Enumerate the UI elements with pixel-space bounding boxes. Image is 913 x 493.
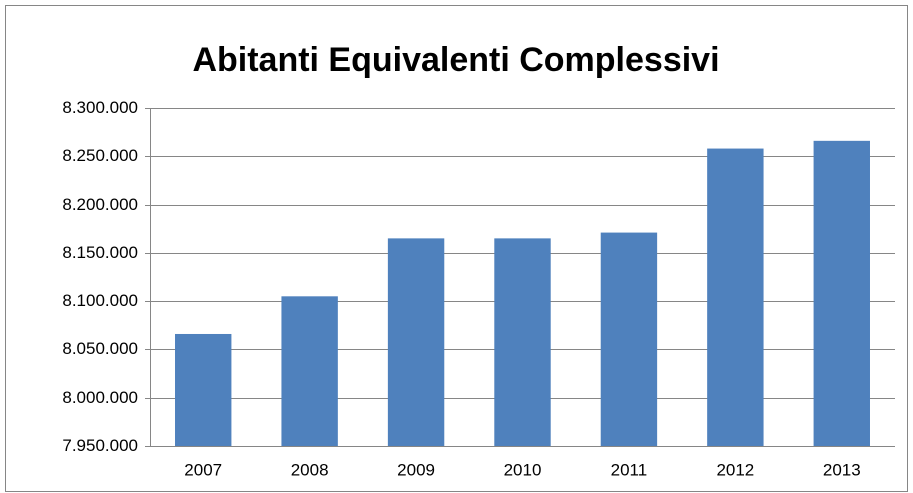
y-tick-label: 8.100.000: [62, 291, 138, 310]
x-tick-label: 2010: [504, 460, 542, 479]
x-tick-label: 2011: [611, 460, 648, 479]
y-tick-label: 8.200.000: [62, 195, 138, 214]
x-tick-label: 2007: [184, 460, 222, 479]
chart-title: Abitanti Equivalenti Complessivi: [192, 41, 719, 79]
bar: [175, 333, 232, 446]
bar: [281, 296, 338, 446]
bar: [600, 232, 658, 446]
x-tick-label: 2012: [716, 460, 754, 479]
bar: [387, 238, 445, 446]
x-tick-label: 2013: [823, 460, 861, 479]
y-tick-label: 8.300.000: [62, 98, 138, 117]
y-tick-label: 8.050.000: [62, 339, 138, 358]
bar: [813, 140, 870, 446]
x-tick-label: 2008: [291, 460, 329, 479]
bar: [707, 148, 764, 446]
y-tick-label: 8.000.000: [62, 388, 138, 407]
y-tick-label: 7.950.000: [62, 436, 138, 455]
bar: [494, 238, 551, 446]
y-tick-label: 8.150.000: [62, 243, 138, 262]
y-tick-label: 8.250.000: [62, 146, 138, 165]
x-tick-label: 2009: [397, 460, 435, 479]
